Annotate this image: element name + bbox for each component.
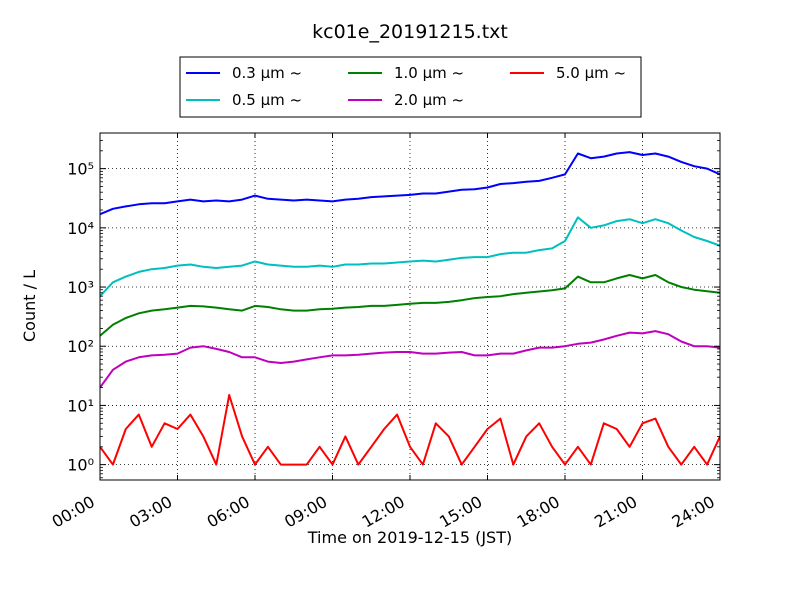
- plot-frame: [99, 132, 721, 481]
- legend-label: 0.5 μm ~: [232, 91, 302, 109]
- legend: 0.3 μm ~ 0.5 μm ~ 1.0 μm ~ 2.0 μm ~ 5.0 μm ~: [179, 56, 642, 118]
- grid: [100, 133, 720, 480]
- series-line-3: [100, 330, 720, 389]
- y-tick-label: 10⁵: [67, 160, 94, 179]
- x-tick-label: 12:00: [359, 492, 408, 532]
- y-tick-label: 10⁴: [67, 219, 94, 238]
- y-tick-label: 10¹: [67, 396, 94, 415]
- x-tick-label: 00:00: [49, 492, 98, 532]
- legend-label: 2.0 μm ~: [394, 91, 464, 109]
- x-tick-label: 21:00: [591, 492, 640, 532]
- y-tick-label: 10⁰: [67, 456, 94, 475]
- x-tick-label: 03:00: [126, 492, 175, 532]
- series-line-2: [100, 274, 720, 337]
- series-line-0: [100, 151, 720, 216]
- y-tick-label: 10³: [67, 278, 94, 297]
- x-tick-label: 06:00: [204, 492, 253, 532]
- y-tick-label: 10²: [67, 337, 94, 356]
- series-lines: [100, 151, 720, 466]
- legend-label: 0.3 μm ~: [232, 64, 302, 82]
- legend-label: 1.0 μm ~: [394, 64, 464, 82]
- y-tick-labels: 10⁰ 10¹ 10² 10³ 10⁴ 10⁵: [67, 160, 94, 475]
- series-line-4: [100, 394, 720, 466]
- y-axis-label: Count / L: [20, 270, 39, 342]
- chart-title: kc01e_20191215.txt: [312, 21, 508, 43]
- legend-label: 5.0 μm ~: [556, 64, 626, 82]
- x-tick-labels: 00:00 03:00 06:00 09:00 12:00 15:00 18:00 21:00…: [49, 492, 718, 532]
- x-axis-label: Time on 2019-12-15 (JST): [307, 528, 512, 547]
- x-tick-label: 24:00: [669, 492, 718, 532]
- series-line-1: [100, 216, 720, 297]
- legend-box: [179, 56, 642, 118]
- x-tick-label: 18:00: [514, 492, 563, 532]
- x-tick-label: 15:00: [436, 492, 485, 532]
- x-tick-label: 09:00: [281, 492, 330, 532]
